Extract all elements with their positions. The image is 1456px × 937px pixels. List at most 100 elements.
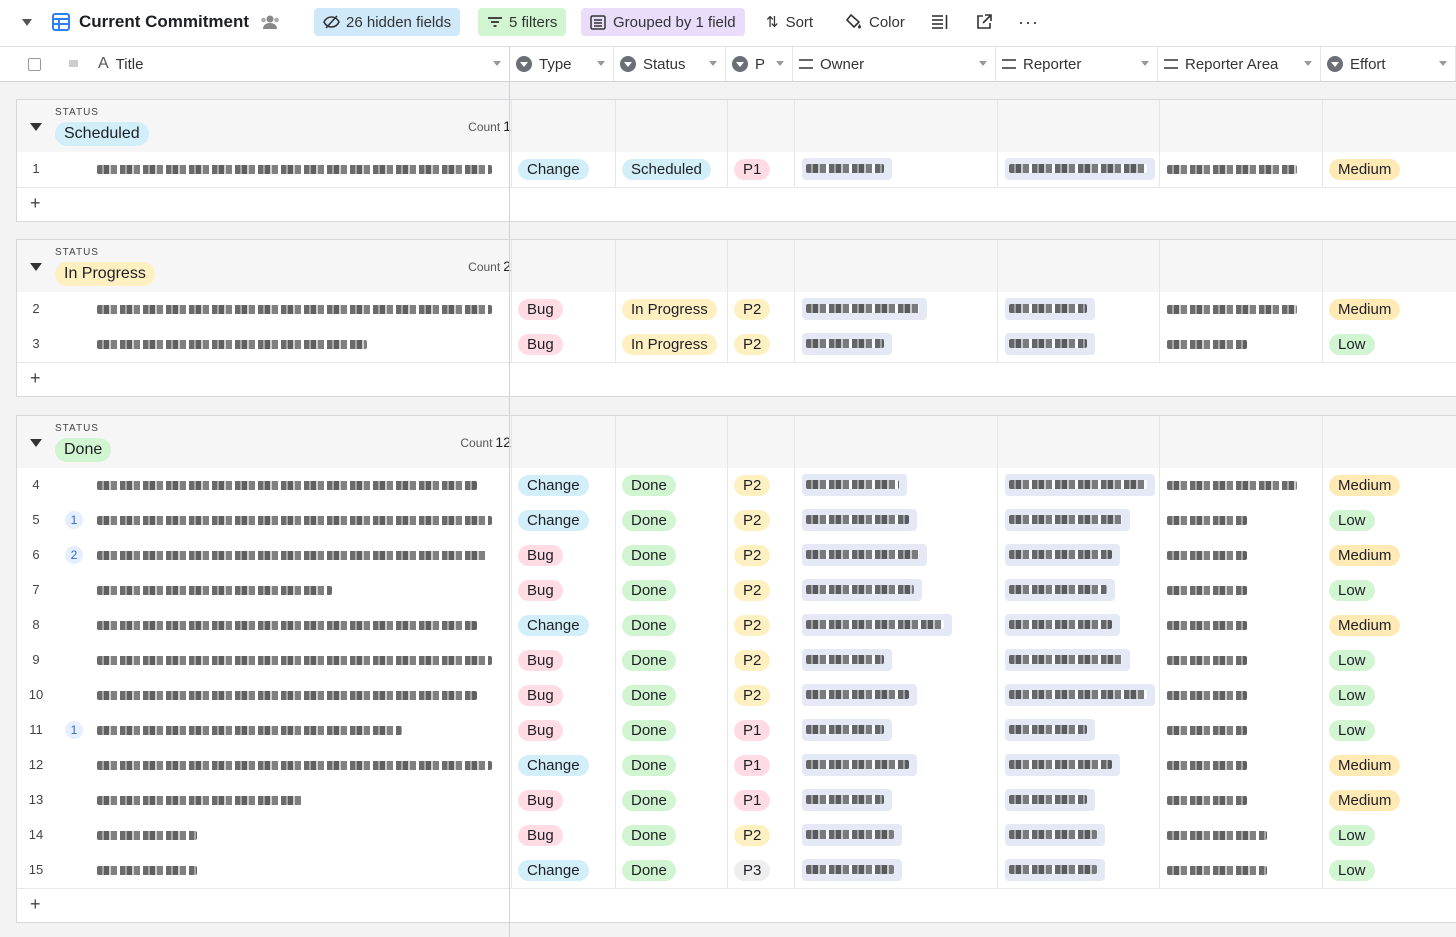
table-row[interactable]: 15 Change Done P3 Low xyxy=(17,853,1456,889)
group-header[interactable]: STATUS Done Count 12 xyxy=(17,416,1456,469)
hidden-fields-button[interactable]: 26 hidden fields xyxy=(314,8,461,36)
chevron-down-icon[interactable] xyxy=(776,61,784,66)
linked-record-chip[interactable] xyxy=(1005,859,1105,881)
table-row[interactable]: 8 Change Done P2 Medium xyxy=(17,608,1456,644)
linked-record-chip[interactable] xyxy=(802,789,892,811)
row-height-icon[interactable] xyxy=(931,8,949,36)
linked-record-chip[interactable] xyxy=(1005,684,1155,706)
color-button[interactable]: Color xyxy=(845,8,905,36)
redacted-text xyxy=(806,690,909,699)
table-row[interactable]: 3 Bug In Progress P2 Low xyxy=(17,327,1456,363)
lookup-search-icon xyxy=(1164,59,1178,69)
linked-record-chip[interactable] xyxy=(1005,333,1095,355)
collapse-group-icon[interactable] xyxy=(30,123,42,131)
comment-count-badge[interactable]: 1 xyxy=(65,511,83,529)
table-row[interactable]: 5 1 Change Done P2 Low xyxy=(17,503,1456,539)
linked-record-chip[interactable] xyxy=(802,544,927,566)
table-row[interactable]: 6 2 Bug Done P2 Medium xyxy=(17,538,1456,574)
chevron-down-icon[interactable] xyxy=(1304,61,1312,66)
column-header-reporter[interactable]: Reporter xyxy=(996,47,1158,81)
linked-record-chip[interactable] xyxy=(802,474,907,496)
linked-record-chip[interactable] xyxy=(1005,824,1105,846)
linked-record-chip[interactable] xyxy=(802,684,917,706)
status-pill: In Progress xyxy=(622,334,717,355)
linked-record-chip[interactable] xyxy=(802,824,902,846)
linked-record-chip[interactable] xyxy=(1005,754,1120,776)
linked-record-chip[interactable] xyxy=(802,158,892,180)
redacted-text xyxy=(1009,339,1087,348)
column-divider xyxy=(1322,416,1323,888)
table-row[interactable]: 14 Bug Done P2 Low xyxy=(17,818,1456,854)
linked-record-chip[interactable] xyxy=(1005,614,1120,636)
group-header[interactable]: STATUS Scheduled Count 1 xyxy=(17,100,1456,153)
column-header-effort[interactable]: Effort xyxy=(1321,47,1456,81)
collapse-group-icon[interactable] xyxy=(30,439,42,447)
add-record-button[interactable]: + xyxy=(30,894,41,914)
collapse-views-icon[interactable] xyxy=(22,8,32,36)
linked-record-chip[interactable] xyxy=(802,509,917,531)
select-all-checkbox[interactable] xyxy=(28,58,41,71)
linked-record-chip[interactable] xyxy=(802,754,917,776)
group-button[interactable]: Grouped by 1 field xyxy=(581,8,745,36)
view-title[interactable]: Current Commitment xyxy=(79,12,250,31)
single-select-icon xyxy=(732,56,748,72)
linked-record-chip[interactable] xyxy=(1005,474,1155,496)
linked-record-chip[interactable] xyxy=(802,333,892,355)
linked-record-chip[interactable] xyxy=(1005,719,1095,741)
group-value-pill: In Progress xyxy=(55,262,155,286)
status-pill: Done xyxy=(622,510,676,531)
table-row[interactable]: 13 Bug Done P1 Medium xyxy=(17,783,1456,819)
table-row[interactable]: 1 Change Scheduled P1 Medium xyxy=(17,152,1456,188)
collapse-group-icon[interactable] xyxy=(30,263,42,271)
chevron-down-icon[interactable] xyxy=(493,61,501,66)
chevron-down-icon[interactable] xyxy=(1439,61,1447,66)
table-row[interactable]: 10 Bug Done P2 Low xyxy=(17,678,1456,714)
comment-count-badge[interactable]: 2 xyxy=(65,546,83,564)
table-row[interactable]: 11 1 Bug Done P1 Low xyxy=(17,713,1456,749)
linked-record-chip[interactable] xyxy=(802,859,902,881)
single-select-icon xyxy=(620,56,636,72)
column-divider xyxy=(794,240,795,362)
column-header-status[interactable]: Status xyxy=(614,47,726,81)
linked-record-chip[interactable] xyxy=(1005,579,1115,601)
chevron-down-icon[interactable] xyxy=(709,61,717,66)
share-view-icon[interactable] xyxy=(976,8,992,36)
chevron-down-icon[interactable] xyxy=(597,61,605,66)
linked-record-chip[interactable] xyxy=(802,298,927,320)
chevron-down-icon[interactable] xyxy=(1141,61,1149,66)
linked-record-chip[interactable] xyxy=(1005,158,1155,180)
more-options-icon[interactable]: ··· xyxy=(1018,11,1039,32)
table-row[interactable]: 12 Change Done P1 Medium xyxy=(17,748,1456,784)
linked-record-chip[interactable] xyxy=(1005,789,1095,811)
column-header-type[interactable]: Type xyxy=(510,47,614,81)
column-header-reporter-area[interactable]: Reporter Area xyxy=(1158,47,1321,81)
filters-button[interactable]: 5 filters xyxy=(478,8,567,36)
group-header[interactable]: STATUS In Progress Count 2 xyxy=(17,240,1456,293)
table-row[interactable]: 2 Bug In Progress P2 Medium xyxy=(17,292,1456,328)
linked-record-chip[interactable] xyxy=(802,719,892,741)
add-record-button[interactable]: + xyxy=(30,193,41,213)
column-header-owner[interactable]: Owner xyxy=(793,47,996,81)
linked-record-chip[interactable] xyxy=(1005,509,1130,531)
table-row[interactable]: 4 Change Done P2 Medium xyxy=(17,468,1456,504)
table-row[interactable]: 7 Bug Done P2 Low xyxy=(17,573,1456,609)
add-record-button[interactable]: + xyxy=(30,368,41,388)
linked-record-chip[interactable] xyxy=(802,649,892,671)
column-divider xyxy=(727,100,728,187)
comment-count-badge[interactable]: 1 xyxy=(65,721,83,739)
column-header-priority[interactable]: P xyxy=(726,47,793,81)
priority-pill: P2 xyxy=(734,825,771,846)
linked-record-chip[interactable] xyxy=(802,614,952,636)
sort-button[interactable]: ⇅ Sort xyxy=(766,8,813,36)
redacted-text xyxy=(1009,585,1107,594)
redacted-text xyxy=(97,305,492,314)
column-header-title[interactable]: A Title xyxy=(92,47,510,81)
table-row[interactable]: 9 Bug Done P2 Low xyxy=(17,643,1456,679)
redacted-text xyxy=(806,865,894,874)
linked-record-chip[interactable] xyxy=(1005,298,1095,320)
linked-record-chip[interactable] xyxy=(1005,544,1120,566)
chevron-down-icon[interactable] xyxy=(979,61,987,66)
linked-record-chip[interactable] xyxy=(802,579,922,601)
linked-record-chip[interactable] xyxy=(1005,649,1130,671)
collaborators-icon[interactable] xyxy=(260,8,280,36)
